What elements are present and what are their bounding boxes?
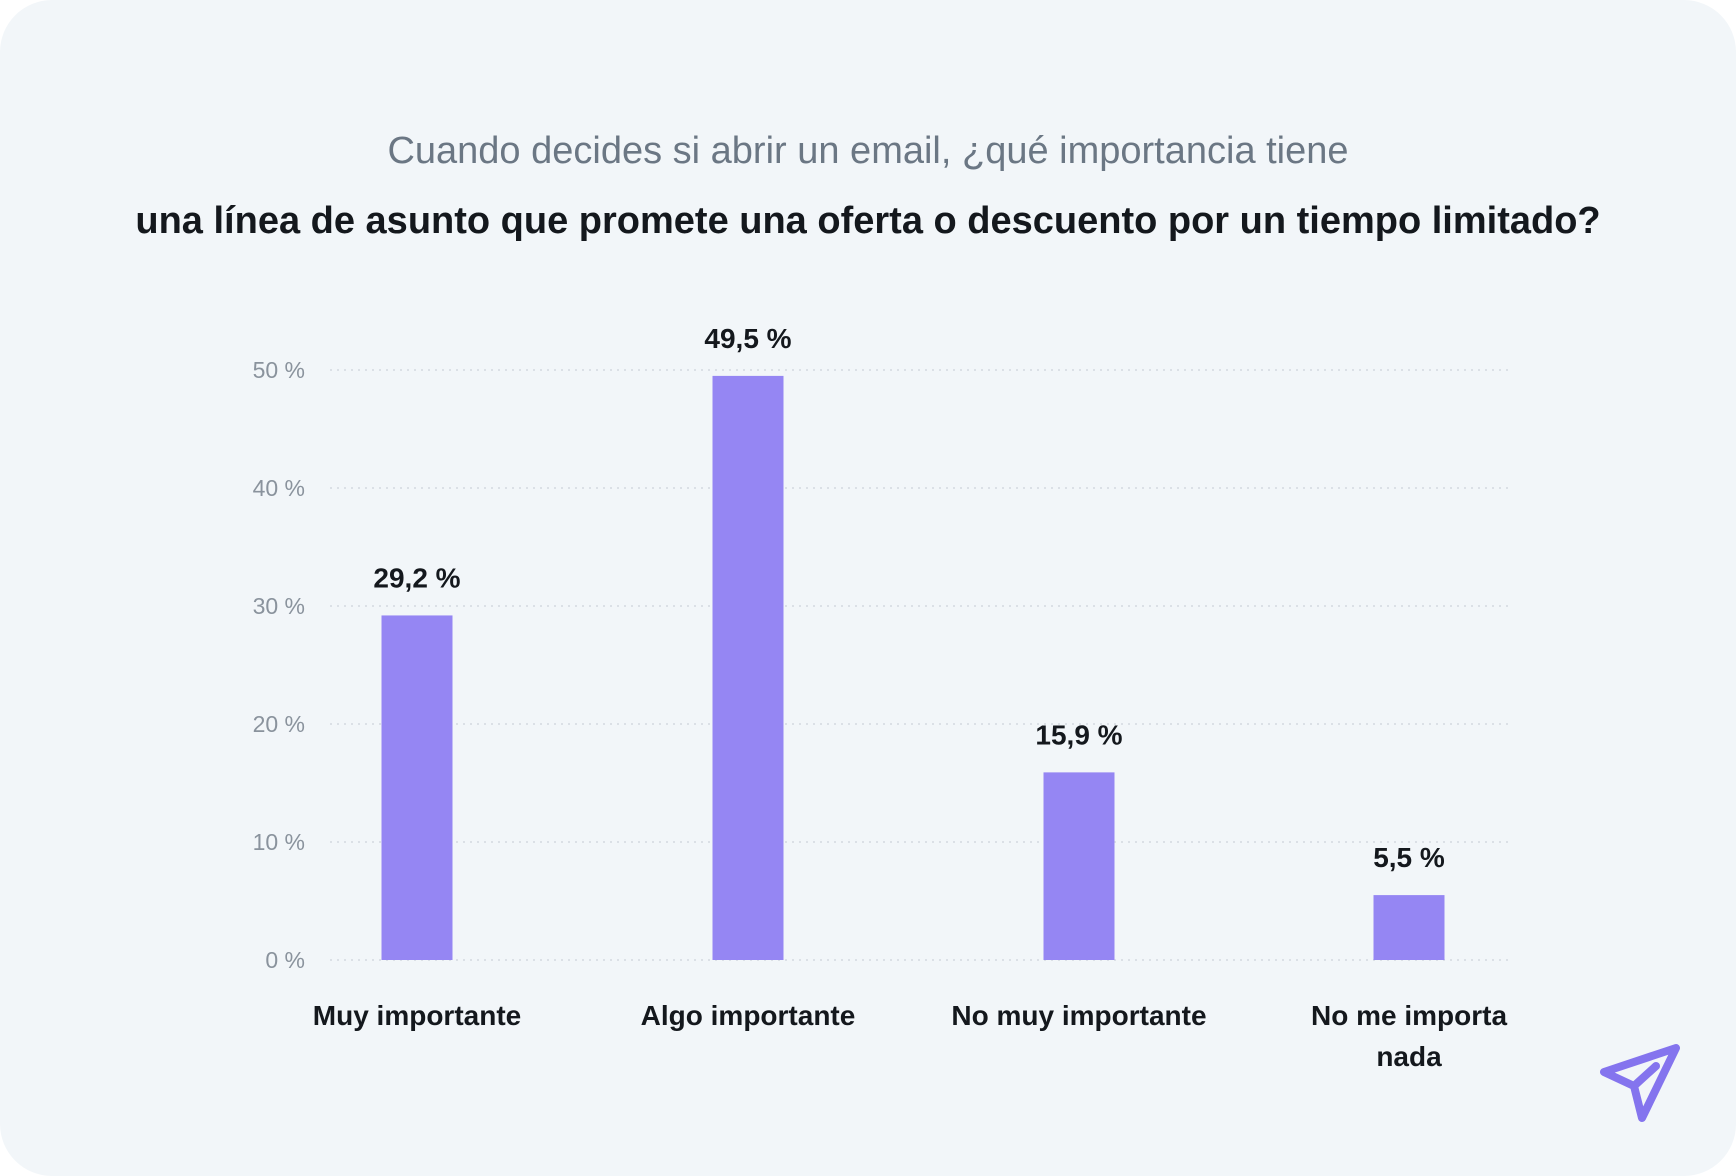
- y-tick-label: 50 %: [253, 357, 305, 383]
- bar: [1373, 895, 1445, 960]
- x-tick-label: Algo importante: [641, 1000, 856, 1031]
- x-tick-label: No muy importante: [951, 1000, 1206, 1031]
- bar: [1043, 772, 1115, 960]
- data-label: 15,9 %: [1035, 719, 1122, 750]
- data-label: 29,2 %: [373, 562, 460, 593]
- x-tick-label: Muy importante: [313, 1000, 521, 1031]
- y-tick-label: 10 %: [253, 829, 305, 855]
- bar: [381, 615, 453, 960]
- chart-title-line-2: una línea de asunto que promete una ofer…: [135, 200, 1601, 242]
- y-tick-label: 20 %: [253, 711, 305, 737]
- chart-title-line-1: Cuando decides si abrir un email, ¿qué i…: [387, 130, 1349, 172]
- paper-plane-icon: [1600, 1044, 1680, 1122]
- data-label: 49,5 %: [704, 323, 791, 354]
- y-tick-label: 0 %: [265, 947, 305, 973]
- x-tick-label: nada: [1376, 1041, 1442, 1072]
- y-tick-label: 30 %: [253, 593, 305, 619]
- y-tick-label: 40 %: [253, 475, 305, 501]
- data-label: 5,5 %: [1373, 842, 1445, 873]
- bar: [712, 375, 784, 960]
- x-tick-label: No me importa: [1311, 1000, 1507, 1031]
